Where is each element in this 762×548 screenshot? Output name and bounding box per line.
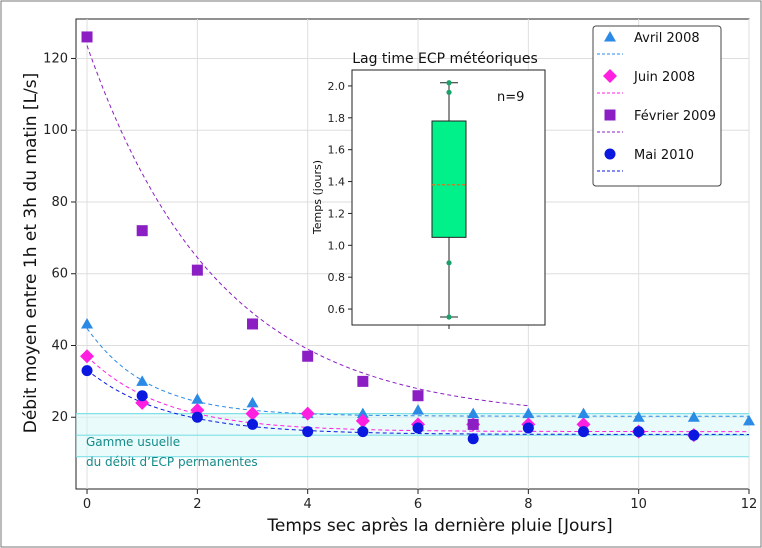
inset-y-tick-label: 0.6 — [328, 303, 346, 316]
data-point-avril-2008 — [191, 393, 204, 404]
inset-y-tick-label: 2.0 — [328, 80, 346, 93]
x-tick-label: 4 — [304, 497, 312, 512]
inset-annotation: n=9 — [497, 90, 524, 105]
data-point-février-2009 — [302, 350, 314, 362]
data-point-mai-2010 — [247, 418, 259, 430]
inset-y-tick-label: 1.6 — [328, 144, 346, 157]
data-point-février-2009 — [247, 318, 259, 330]
data-point-mai-2010 — [578, 426, 590, 438]
legend-marker — [604, 31, 616, 42]
legend-label-mai-2010: Mai 2010 — [634, 148, 694, 163]
data-point-mai-2010 — [522, 422, 534, 434]
data-point-mai-2010 — [81, 365, 93, 377]
data-point-avril-2008 — [356, 407, 369, 419]
data-point-juin-2008 — [245, 406, 260, 421]
data-point-février-2009 — [412, 390, 424, 402]
y-tick-label: 80 — [51, 195, 68, 210]
axis-ticks: 0 2 4 6 8 10 12 20 40 60 80 100 120 — [43, 51, 757, 512]
data-point-mai-2010 — [191, 411, 203, 423]
y-tick-label: 20 — [51, 410, 68, 425]
box-observation-point — [446, 260, 452, 266]
data-point-avril-2008 — [136, 375, 149, 386]
data-point-juin-2008 — [80, 349, 95, 364]
x-tick-label: 6 — [414, 497, 422, 512]
legend-items — [597, 31, 623, 172]
y-tick-label: 100 — [43, 123, 68, 138]
inset-box-plot: 0.6 0.8 1.0 1.2 1.4 1.6 1.8 2.0 — [328, 80, 467, 329]
legend: Avril 2008 Juin 2008 Février 2009 Mai 20… — [592, 25, 722, 187]
data-point-avril-2008 — [246, 396, 259, 408]
data-point-mai-2010 — [357, 426, 369, 438]
data-point-mai-2010 — [136, 390, 148, 402]
data-point-avril-2008 — [81, 317, 94, 329]
x-axis-label: Temps sec après la dernière pluie [Jours… — [266, 516, 612, 536]
band-label-line-2: du débit d’ECP permanentes — [86, 455, 258, 469]
data-point-juin-2008 — [355, 413, 370, 428]
x-tick-label: 12 — [741, 497, 758, 512]
fit-curve-février-2009 — [86, 45, 529, 407]
box-observation-point — [446, 80, 452, 86]
inset-y-tick-label: 1.8 — [328, 112, 346, 125]
data-point-mai-2010 — [412, 422, 424, 434]
box-observation-point — [446, 89, 452, 95]
data-point-février-2009 — [136, 225, 148, 237]
inset-y-label: Temps (jours) — [311, 160, 324, 235]
data-point-juin-2008 — [300, 406, 315, 421]
x-tick-label: 0 — [83, 497, 91, 512]
data-point-avril-2008 — [467, 407, 480, 419]
data-point-avril-2008 — [412, 404, 425, 415]
band-label-line-1: Gamme usuelle — [86, 435, 180, 449]
inset-y-tick-label: 0.8 — [328, 271, 346, 284]
data-point-avril-2008 — [522, 407, 535, 419]
data-point-février-2009 — [357, 375, 369, 387]
legend-label-avril-2008: Avril 2008 — [634, 31, 700, 46]
legend-label-juin-2008: Juin 2008 — [633, 70, 695, 85]
data-point-mai-2010 — [633, 426, 645, 438]
data-markers — [80, 31, 755, 445]
inset-y-tick-label: 1.4 — [328, 176, 346, 189]
x-tick-label: 10 — [630, 497, 647, 512]
y-tick-label: 60 — [51, 267, 68, 282]
data-point-mai-2010 — [467, 433, 479, 445]
box-body — [431, 120, 467, 238]
box-observation-point — [446, 314, 452, 320]
y-tick-label: 120 — [43, 51, 68, 66]
x-tick-label: 2 — [193, 497, 201, 512]
data-point-février-2009 — [191, 264, 203, 276]
legend-frame — [592, 25, 722, 187]
data-point-mai-2010 — [688, 429, 700, 441]
legend-label-fevrier-2009: Février 2009 — [634, 109, 716, 124]
legend-marker — [604, 109, 616, 121]
legend-marker — [603, 69, 617, 83]
data-point-avril-2008 — [632, 411, 645, 422]
inset-y-tick-label: 1.0 — [328, 239, 346, 252]
inset-title: Lag time ECP météoriques — [352, 51, 538, 67]
inset-y-tick-label: 1.2 — [328, 207, 346, 220]
data-point-février-2009 — [467, 418, 479, 430]
data-point-mai-2010 — [302, 426, 314, 438]
data-point-avril-2008 — [743, 414, 755, 426]
y-tick-label: 40 — [51, 338, 68, 353]
legend-marker — [604, 148, 616, 160]
data-point-février-2009 — [81, 31, 93, 43]
y-axis-label: Débit moyen entre 1h et 3h du matin [L/s… — [21, 73, 41, 434]
x-tick-label: 8 — [524, 497, 532, 512]
data-point-avril-2008 — [687, 411, 700, 422]
data-point-avril-2008 — [577, 407, 590, 419]
